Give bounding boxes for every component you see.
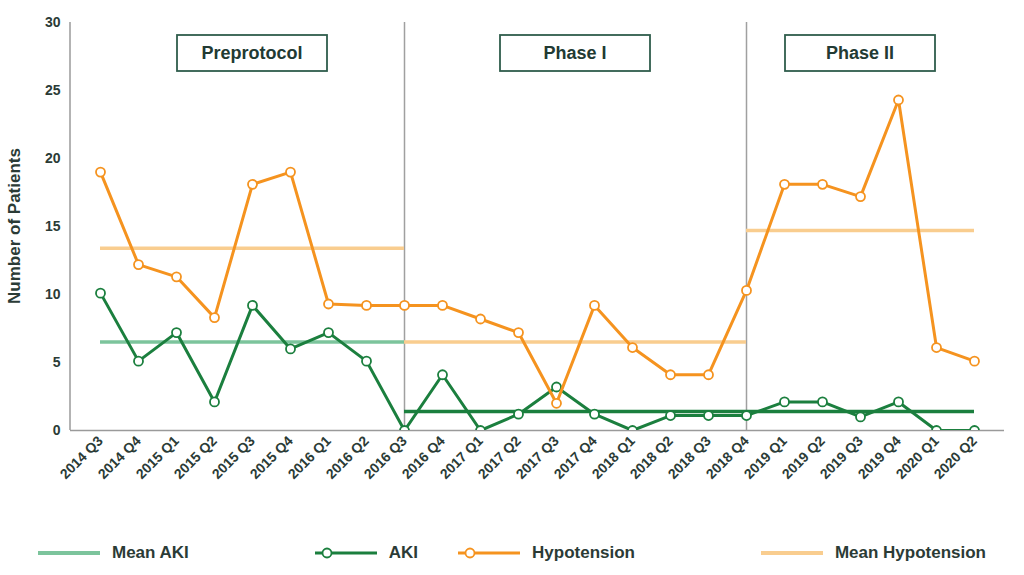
svg-text:Phase I: Phase I xyxy=(543,43,606,63)
svg-text:2015 Q4: 2015 Q4 xyxy=(246,432,296,482)
svg-text:2015 Q2: 2015 Q2 xyxy=(170,432,220,482)
svg-text:0: 0 xyxy=(53,422,61,438)
svg-text:2019 Q2: 2019 Q2 xyxy=(778,432,828,482)
svg-text:2014 Q4: 2014 Q4 xyxy=(94,432,144,482)
svg-text:2020 Q2: 2020 Q2 xyxy=(930,432,979,481)
svg-text:Number of Patients: Number of Patients xyxy=(5,148,24,304)
svg-text:2019 Q3: 2019 Q3 xyxy=(816,432,866,482)
html-text:Mean Hypotension: Mean Hypotension xyxy=(834,542,986,562)
svg-text:2017 Q4: 2017 Q4 xyxy=(550,432,600,482)
svg-text:2017 Q1: 2017 Q1 xyxy=(436,432,486,482)
html-text:Mean AKI: Mean AKI xyxy=(112,542,189,562)
svg-text:30: 30 xyxy=(45,14,61,30)
svg-text:2018 Q3: 2018 Q3 xyxy=(664,432,714,482)
svg-text:2016 Q4: 2016 Q4 xyxy=(398,432,448,482)
svg-text:5: 5 xyxy=(53,354,61,370)
svg-text:2018 Q2: 2018 Q2 xyxy=(626,432,676,482)
svg-text:2020 Q1: 2020 Q1 xyxy=(892,432,942,482)
svg-text:2018 Q4: 2018 Q4 xyxy=(702,432,752,482)
svg-text:Preprotocol: Preprotocol xyxy=(201,43,302,63)
html-text:Hypotension: Hypotension xyxy=(532,542,635,562)
svg-text:2018 Q1: 2018 Q1 xyxy=(588,432,638,482)
svg-text:Phase II: Phase II xyxy=(826,43,894,63)
svg-text:2016 Q2: 2016 Q2 xyxy=(322,432,372,482)
svg-text:15: 15 xyxy=(45,218,61,234)
svg-text:25: 25 xyxy=(45,82,61,98)
svg-text:20: 20 xyxy=(45,150,61,166)
svg-text:2015 Q1: 2015 Q1 xyxy=(132,432,182,482)
svg-text:2014 Q3: 2014 Q3 xyxy=(56,432,106,482)
svg-text:2017 Q2: 2017 Q2 xyxy=(474,432,524,482)
svg-text:2016 Q1: 2016 Q1 xyxy=(284,432,334,482)
svg-text:2015 Q3: 2015 Q3 xyxy=(208,432,258,482)
html-text:AKI: AKI xyxy=(388,542,418,562)
svg-text:10: 10 xyxy=(45,286,61,302)
svg-text:2017 Q3: 2017 Q3 xyxy=(512,432,562,482)
svg-text:2016 Q3: 2016 Q3 xyxy=(360,432,410,482)
svg-text:2019 Q4: 2019 Q4 xyxy=(854,432,904,482)
svg-text:2019 Q1: 2019 Q1 xyxy=(740,432,790,482)
